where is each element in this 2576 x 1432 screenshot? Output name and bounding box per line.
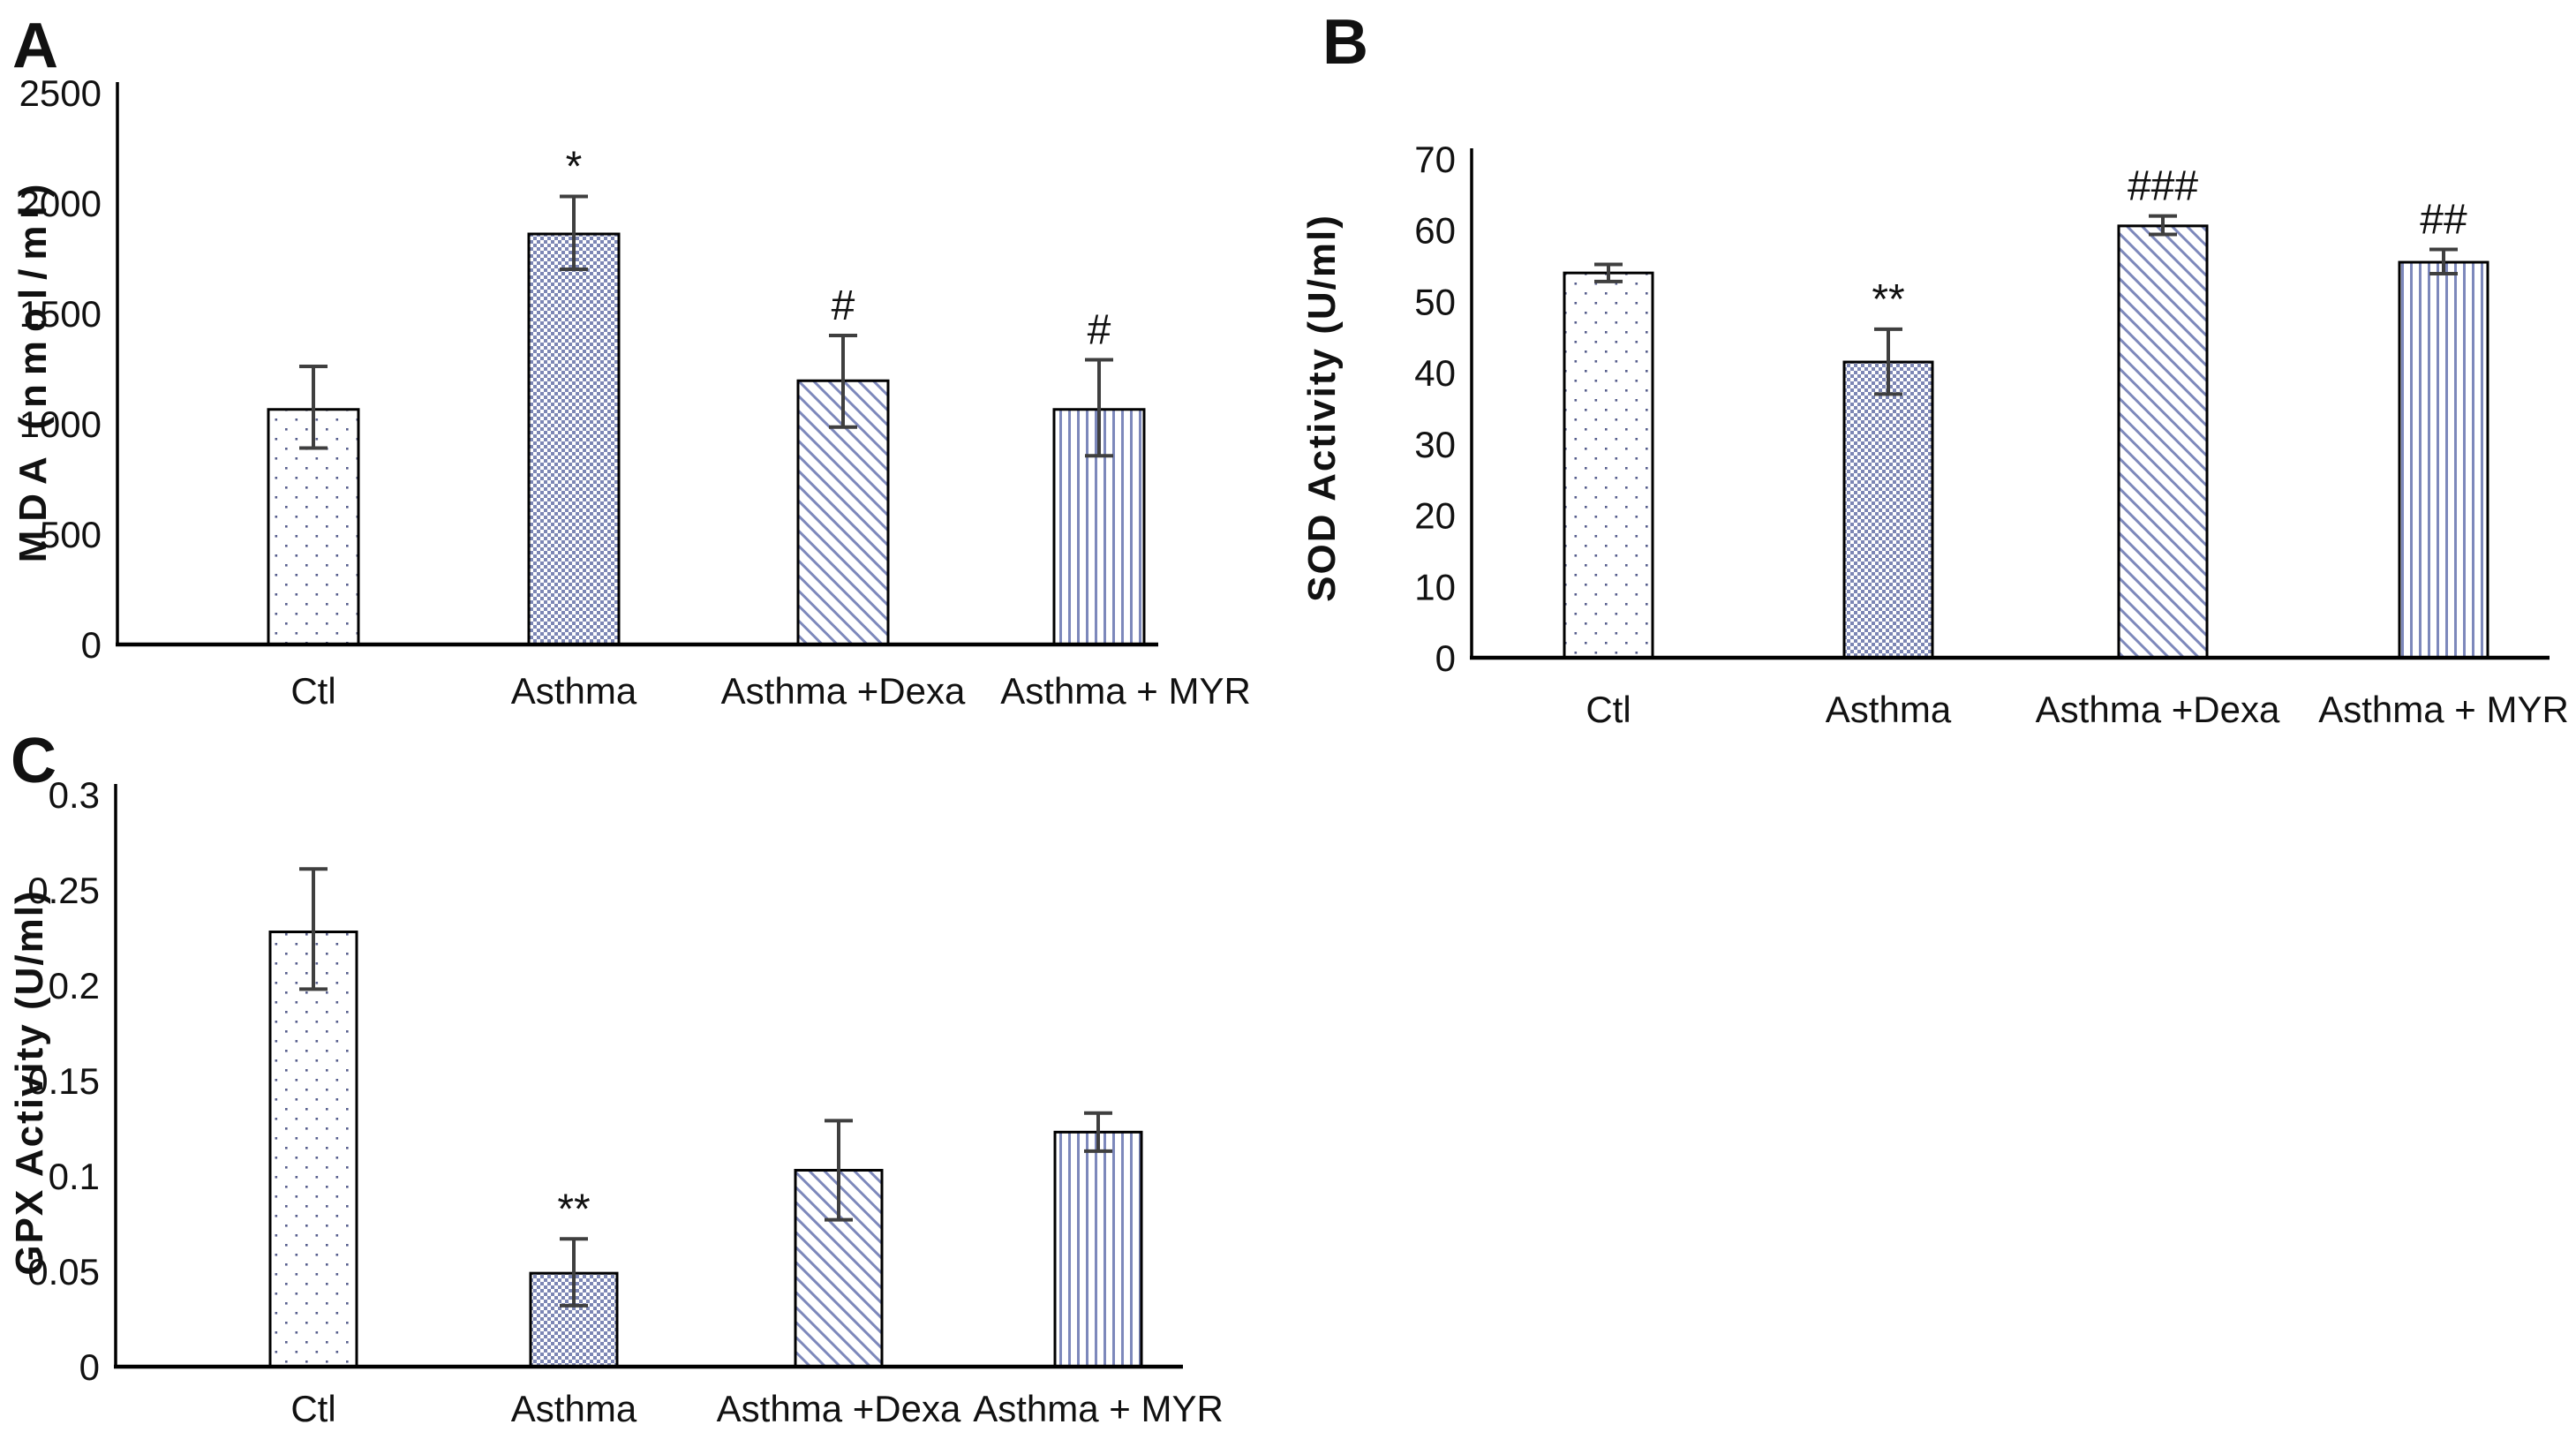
panel-pb-ytick-40: 40 <box>1414 352 1456 394</box>
panel-pa-category-label-asthma-myr: Asthma + MYR <box>1000 670 1251 712</box>
panel-pc-ytick-0-05: 0.05 <box>27 1251 100 1293</box>
panel-letter-a: A <box>12 11 58 81</box>
panel-pb-category-label-ctl: Ctl <box>1586 689 1631 730</box>
panel-pb-ytick-0: 0 <box>1435 637 1456 679</box>
panel-pc-significance-asthma: ** <box>557 1186 590 1232</box>
panel-pb-significance-asthma: ** <box>1872 276 1904 323</box>
panel-letter-c: C <box>11 726 56 796</box>
panel-pc-ytick-0: 0 <box>79 1346 100 1388</box>
panel-pc-category-label-ctl: Ctl <box>290 1388 335 1429</box>
panel-pb-ytick-60: 60 <box>1414 210 1456 252</box>
panel-pa-ytick-500: 500 <box>40 514 102 555</box>
panel-pb-bar-asthma-dexa <box>2117 224 2209 659</box>
panel-pb-bar-asthma-myr <box>2398 260 2489 659</box>
panel-pa-significance-asthma-dexa: # <box>832 283 855 329</box>
panel-pc-ytick-0-1: 0.1 <box>49 1156 100 1197</box>
panel-pb-ytick-20: 20 <box>1414 495 1456 537</box>
panel-pc-bar-asthma-myr <box>1053 1130 1143 1368</box>
panel-pb-ytick-30: 30 <box>1414 424 1456 465</box>
panel-pb-ytick-70: 70 <box>1414 139 1456 180</box>
panel-pb-bar-asthma <box>1842 360 1934 659</box>
panel-pa-bar-asthma <box>527 232 621 646</box>
panel-pb-y-axis-title: SOD Activity (U/ml) <box>1300 214 1344 602</box>
panel-pa-category-label-asthma-dexa: Asthma +Dexa <box>721 670 966 712</box>
panel-pa-category-label-asthma: Asthma <box>511 670 637 712</box>
panel-pb-significance-asthma-dexa: ### <box>2128 163 2198 210</box>
panel-pc-ytick-0-15: 0.15 <box>27 1060 100 1102</box>
panel-pc-category-label-asthma-dexa: Asthma +Dexa <box>717 1388 961 1429</box>
panel-letter-b: B <box>1322 7 1368 78</box>
panel-pa-ytick-0: 0 <box>81 624 102 666</box>
panel-pb-significance-asthma-myr: ## <box>2420 197 2467 244</box>
panel-pa-y-axis-title: MDA (nmol/ml) <box>11 176 55 563</box>
panel-pc-ytick-0-3: 0.3 <box>49 774 100 816</box>
panel-pb-ytick-50: 50 <box>1414 281 1456 322</box>
panel-pc-category-label-asthma-myr: Asthma + MYR <box>973 1388 1224 1429</box>
panel-pb-category-label-asthma-myr: Asthma + MYR <box>2318 689 2569 730</box>
panel-pc-ytick-0-25: 0.25 <box>27 870 100 911</box>
panel-pb-category-label-asthma-dexa: Asthma +Dexa <box>2036 689 2280 730</box>
panel-pa-significance-asthma: * <box>566 144 583 191</box>
panel-pa-category-label-ctl: Ctl <box>290 670 335 712</box>
panel-pc-ytick-0-2: 0.2 <box>49 965 100 1006</box>
panel-pa-ytick-1500: 1500 <box>19 293 102 335</box>
panel-pb-bar-ctl <box>1563 271 1654 659</box>
panel-pa-ytick-1000: 1000 <box>19 403 102 445</box>
panel-pc-category-label-asthma: Asthma <box>511 1388 637 1429</box>
panel-pa-ytick-2500: 2500 <box>19 72 102 114</box>
panel-pc-y-axis-title: GPX Activity (U/ml) <box>8 889 51 1275</box>
panel-pc-bar-ctl <box>268 931 358 1368</box>
panel-pb-ytick-10: 10 <box>1414 566 1456 607</box>
panel-pa-significance-asthma-myr: # <box>1088 307 1111 354</box>
panel-pa-ytick-2000: 2000 <box>19 183 102 224</box>
panel-pb-category-label-asthma: Asthma <box>1826 689 1952 730</box>
